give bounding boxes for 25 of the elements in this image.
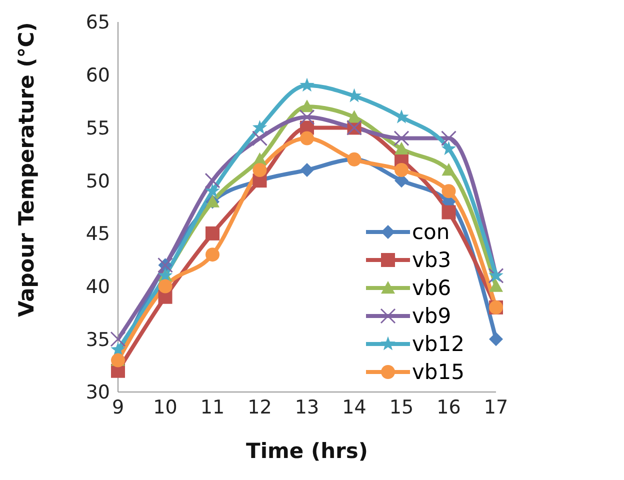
x-tick-label: 17 bbox=[484, 396, 508, 418]
x-tick-label: 9 bbox=[112, 396, 124, 418]
y-tick-label: 45 bbox=[86, 223, 110, 246]
x-tick-label: 12 bbox=[248, 396, 272, 418]
x-tick-label: 11 bbox=[200, 396, 225, 418]
legend-label: vb9 bbox=[412, 303, 452, 330]
y-tick-label: 50 bbox=[86, 170, 110, 192]
legend-label: vb15 bbox=[412, 359, 464, 386]
legend-label: vb3 bbox=[412, 247, 452, 274]
x-axis-title: Time (hrs) bbox=[246, 439, 368, 463]
legend-label: vb6 bbox=[412, 275, 452, 302]
legend-label: vb12 bbox=[412, 331, 464, 358]
x-tick-label: 13 bbox=[294, 396, 320, 418]
y-tick-label: 55 bbox=[86, 117, 110, 140]
y-axis-title: Vapour Temperature (°C) bbox=[14, 22, 38, 317]
y-tick-label: 40 bbox=[86, 276, 110, 298]
legend-label: con bbox=[412, 219, 450, 246]
y-tick-label: 60 bbox=[86, 64, 110, 87]
y-tick-label: 35 bbox=[86, 328, 110, 351]
x-tick-label: 10 bbox=[153, 396, 178, 418]
x-tick-label: 14 bbox=[342, 396, 366, 418]
y-tick-label: 65 bbox=[86, 12, 110, 34]
y-tick-label: 30 bbox=[86, 382, 110, 404]
x-tick-label: 16 bbox=[436, 396, 461, 418]
x-tick-label: 15 bbox=[389, 396, 414, 418]
